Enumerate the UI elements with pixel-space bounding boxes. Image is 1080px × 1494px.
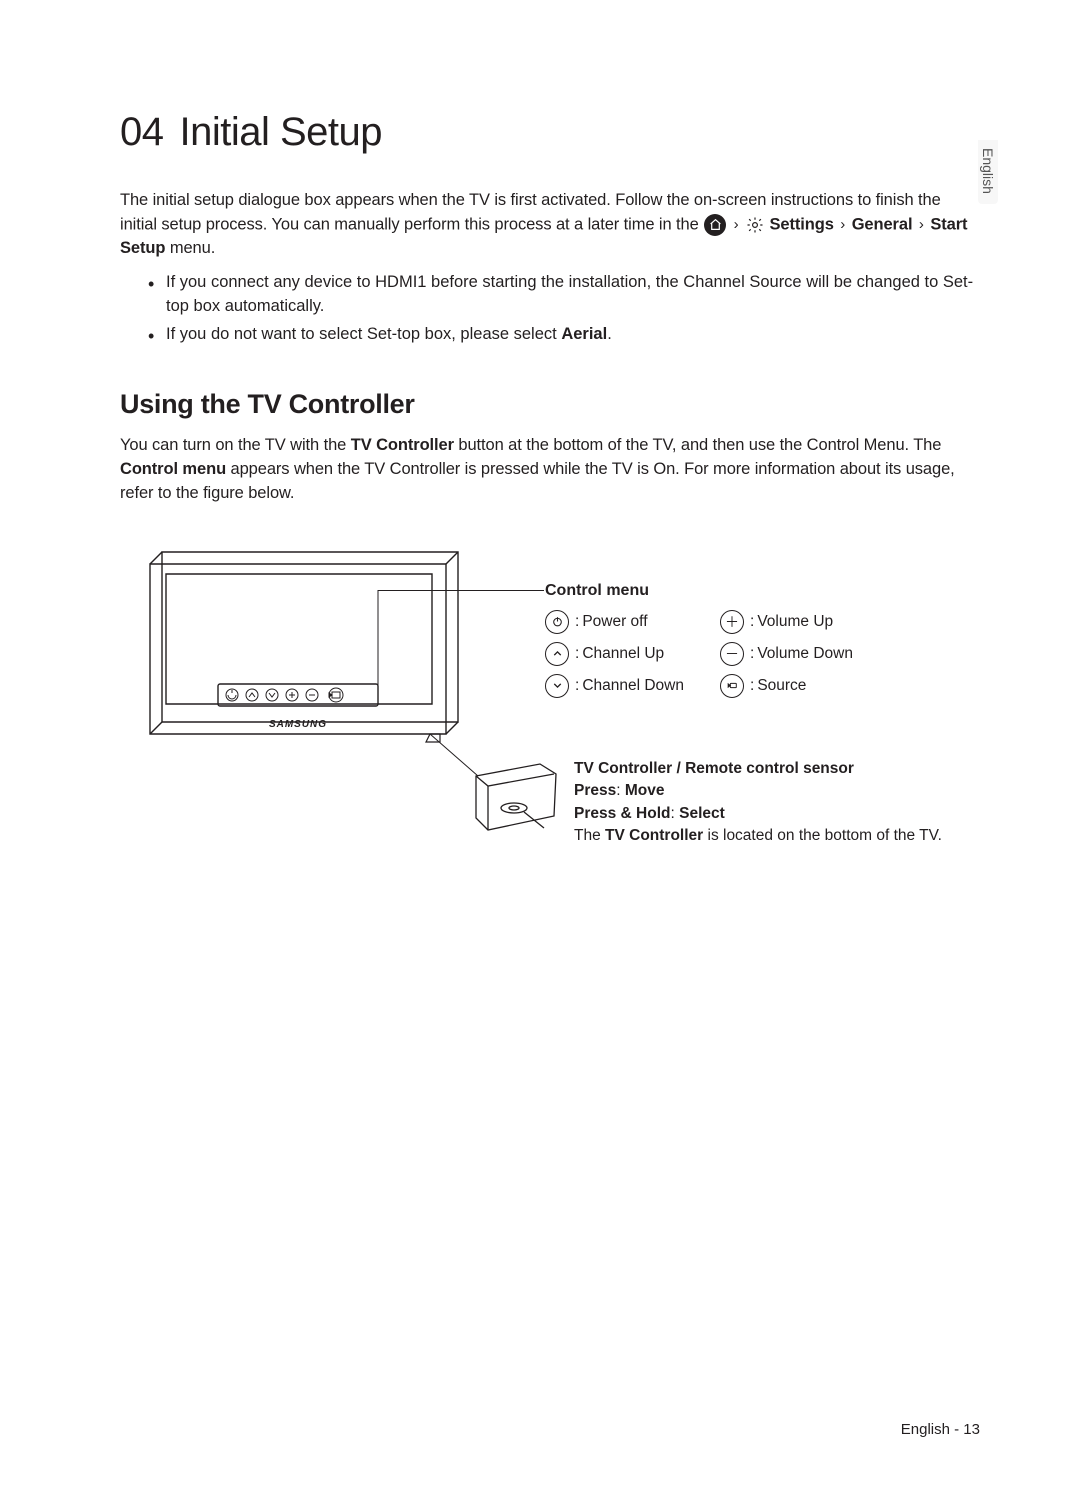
- brand-label: SAMSUNG: [269, 719, 327, 730]
- press-action: Move: [625, 782, 665, 799]
- intro-text-2: menu.: [165, 239, 215, 257]
- bullet-text: If you do not want to select Set-top box…: [166, 325, 561, 343]
- controller-block: TV Controller / Remote control sensor Pr…: [470, 758, 942, 848]
- breadcrumb-general: General: [852, 215, 913, 233]
- loc-b: is located on the bottom of the TV.: [703, 827, 942, 844]
- control-channel-down: : Channel Down: [545, 674, 720, 698]
- press-label: Press: [574, 782, 616, 799]
- aerial-label: Aerial: [561, 325, 607, 343]
- leader-line: [378, 590, 544, 591]
- home-icon: [704, 214, 726, 236]
- control-menu-title: Control menu: [545, 582, 895, 600]
- power-icon: [545, 610, 569, 634]
- leader-line-vertical: [368, 590, 382, 692]
- para-a: You can turn on the TV with the: [120, 436, 351, 454]
- press-line: Press: Move: [574, 780, 942, 802]
- loc-term: TV Controller: [605, 827, 703, 844]
- chevron-icon: ›: [840, 216, 845, 233]
- subsection-title: Using the TV Controller: [120, 389, 980, 420]
- controller-title: TV Controller / Remote control sensor: [574, 758, 942, 780]
- gear-icon: [746, 213, 764, 237]
- chevron-down-icon: [545, 674, 569, 698]
- plus-icon: ＋: [720, 610, 744, 634]
- loc-a: The: [574, 827, 605, 844]
- list-item: If you connect any device to HDMI1 befor…: [148, 271, 980, 319]
- press-hold-line: Press & Hold: Select: [574, 803, 942, 825]
- list-item: If you do not want to select Set-top box…: [148, 323, 980, 347]
- leader-to-controller: [426, 732, 486, 782]
- page-footer: English - 13: [901, 1421, 980, 1438]
- control-source: : Source: [720, 674, 895, 698]
- minus-icon: －: [720, 642, 744, 666]
- page-title: 04 Initial Setup: [120, 110, 980, 155]
- control-volume-up: ＋: Volume Up: [720, 610, 895, 634]
- power-label: Power off: [582, 613, 647, 631]
- source-icon: [720, 674, 744, 698]
- source-label: Source: [757, 677, 806, 695]
- para-b: button at the bottom of the TV, and then…: [454, 436, 941, 454]
- volup-label: Volume Up: [757, 613, 833, 631]
- voldown-label: Volume Down: [757, 645, 853, 663]
- language-tab: English: [978, 140, 998, 204]
- intro-paragraph: The initial setup dialogue box appears w…: [120, 189, 980, 261]
- control-volume-down: －: Volume Down: [720, 642, 895, 666]
- press-hold-label: Press & Hold: [574, 805, 670, 822]
- section-number: 04: [120, 110, 164, 154]
- para-c: appears when the TV Controller is presse…: [120, 460, 955, 502]
- chevron-icon: ›: [734, 216, 739, 233]
- chevron-icon: ›: [919, 216, 924, 233]
- control-channel-up: : Channel Up: [545, 642, 720, 666]
- tv-controller-term: TV Controller: [351, 436, 454, 454]
- control-menu-term: Control menu: [120, 460, 226, 478]
- chevron-up-icon: [545, 642, 569, 666]
- chdown-label: Channel Down: [582, 677, 684, 695]
- breadcrumb-settings: Settings: [770, 215, 834, 233]
- bullet-list: If you connect any device to HDMI1 befor…: [148, 271, 980, 347]
- diagram: SAMSUNG Control menu : Power off ＋: Volu…: [120, 534, 980, 904]
- section-title: Initial Setup: [180, 110, 383, 154]
- controller-paragraph: You can turn on the TV with the TV Contr…: [120, 434, 980, 506]
- location-desc: The TV Controller is located on the bott…: [574, 825, 942, 847]
- chup-label: Channel Up: [582, 645, 664, 663]
- control-power-off: : Power off: [545, 610, 720, 634]
- control-menu-block: Control menu : Power off ＋: Volume Up : …: [545, 582, 895, 698]
- press-hold-action: Select: [679, 805, 725, 822]
